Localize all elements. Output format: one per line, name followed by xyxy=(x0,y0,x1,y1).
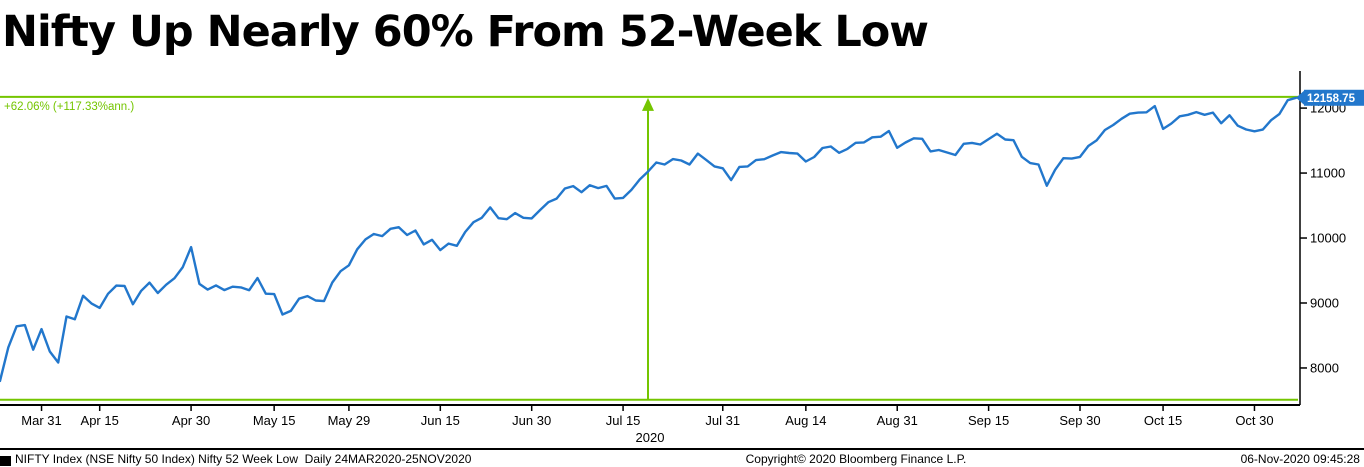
measure-arrow-up-icon xyxy=(642,97,654,111)
chart-area[interactable]: +62.06% (+117.33%ann.) 8000 9000 10000 11000… xyxy=(0,68,1364,448)
x-axis-label: Aug 14 xyxy=(785,413,826,428)
status-left-group: NIFTY Index (NSE Nifty 50 Index) Nifty 5… xyxy=(0,452,471,466)
x-axis-label: Sep 30 xyxy=(1059,413,1100,428)
x-axis-label: Jun 30 xyxy=(512,413,551,428)
x-axis-label: Jul 31 xyxy=(705,413,740,428)
x-axis-label: Jul 15 xyxy=(606,413,641,428)
x-axis-label: Aug 31 xyxy=(877,413,918,428)
security-description: NIFTY Index (NSE Nifty 50 Index) Nifty 5… xyxy=(15,451,472,466)
x-axis-year-label: 2020 xyxy=(636,430,665,445)
x-axis-label: Oct 15 xyxy=(1144,413,1182,428)
y-axis-label: 8000 xyxy=(1310,360,1339,375)
page-title: Nifty Up Nearly 60% From 52-Week Low xyxy=(2,7,929,57)
last-price-tag xyxy=(1304,89,1364,106)
x-axis-label: Mar 31 xyxy=(21,413,61,428)
timestamp: 06-Nov-2020 09:45:28 xyxy=(1240,451,1360,466)
x-axis-label: Apr 15 xyxy=(81,413,119,428)
x-axis-label: Apr 30 xyxy=(172,413,210,428)
x-axis-label: Sep 15 xyxy=(968,413,1009,428)
x-axis-label: May 29 xyxy=(328,413,371,428)
measure-annotation: +62.06% (+117.33%ann.) xyxy=(4,101,134,113)
last-price-label: 12158.75 xyxy=(1307,93,1356,105)
status-bar: NIFTY Index (NSE Nifty 50 Index) Nifty 5… xyxy=(0,448,1364,467)
y-axis-label: 9000 xyxy=(1310,295,1339,310)
x-axis-label: Oct 30 xyxy=(1235,413,1273,428)
y-axis-label: 11000 xyxy=(1310,166,1345,181)
copyright-text: Copyright© 2020 Bloomberg Finance L.P. xyxy=(745,451,967,466)
corner-box xyxy=(0,455,11,466)
x-axis-label: May 15 xyxy=(253,413,296,428)
y-axis-label: 10000 xyxy=(1310,231,1346,246)
x-axis-label: Jun 15 xyxy=(421,413,460,428)
chart-svg[interactable]: +62.06% (+117.33%ann.) 8000 9000 10000 11000… xyxy=(0,68,1364,448)
price-line xyxy=(0,96,1298,383)
last-price-pointer-icon xyxy=(1296,90,1304,105)
